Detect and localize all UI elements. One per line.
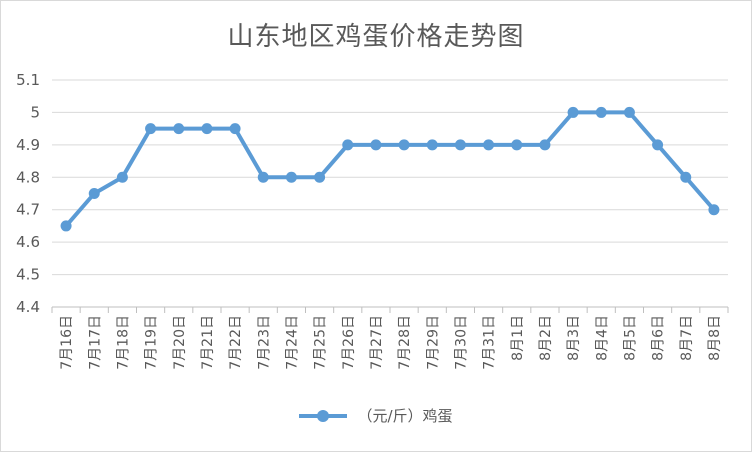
data-point: [680, 171, 692, 183]
legend-label: （元/斤）鸡蛋: [357, 407, 453, 425]
x-tick-label: 7月21日: [200, 315, 216, 370]
x-tick-label: 8月3日: [566, 315, 582, 361]
x-tick-label: 7月16日: [59, 315, 75, 370]
x-tick-label: 7月31日: [482, 315, 498, 370]
data-point: [229, 123, 241, 135]
data-point: [342, 139, 354, 151]
x-tick-label: 7月17日: [87, 315, 103, 370]
data-point: [426, 139, 438, 151]
data-point: [201, 123, 213, 135]
x-tick-label: 7月23日: [256, 315, 272, 370]
x-tick-label: 7月27日: [369, 315, 385, 370]
x-tick-label: 7月24日: [284, 315, 300, 370]
legend-marker: [299, 409, 348, 422]
x-tick-label: 8月7日: [679, 315, 695, 361]
x-tick-label: 7月18日: [115, 315, 131, 370]
legend: （元/斤）鸡蛋: [0, 405, 752, 426]
y-tick-label: 4.7: [16, 201, 40, 219]
y-tick-label: 5: [30, 103, 40, 121]
x-tick-label: 8月6日: [651, 315, 667, 361]
x-tick-label: 7月26日: [341, 315, 357, 370]
y-tick-label: 4.5: [16, 266, 40, 284]
data-point: [595, 106, 607, 118]
y-tick-label: 4.8: [16, 168, 40, 186]
data-point: [88, 188, 100, 199]
y-tick-label: 4.6: [16, 233, 40, 251]
x-tick-label: 7月20日: [172, 315, 188, 370]
series-line: [64, 110, 716, 228]
data-point: [370, 139, 382, 151]
y-tick-label: 5.1: [16, 71, 40, 89]
data-point: [257, 171, 269, 183]
data-point: [314, 171, 326, 183]
data-point: [652, 139, 664, 151]
data-point: [511, 139, 523, 151]
data-point: [567, 106, 579, 118]
x-tick-label: 8月8日: [707, 315, 723, 361]
x-tick-label: 7月30日: [453, 315, 469, 370]
data-point: [173, 123, 185, 135]
x-tick-label: 8月4日: [594, 315, 610, 361]
data-point: [454, 139, 466, 151]
data-point: [398, 139, 410, 151]
data-point: [539, 139, 551, 151]
data-point: [145, 123, 157, 135]
data-point: [285, 171, 297, 183]
x-tick-label: 7月25日: [313, 315, 329, 370]
x-tick-label: 7月22日: [228, 315, 244, 370]
data-point: [60, 220, 72, 232]
x-tick-label: 7月28日: [397, 315, 413, 370]
x-tick-label: 8月5日: [622, 315, 638, 361]
data-point: [116, 171, 128, 183]
y-tick-label: 4.4: [16, 298, 40, 316]
y-tick-label: 4.9: [16, 136, 40, 154]
x-tick-label: 7月29日: [425, 315, 441, 370]
data-point: [623, 106, 635, 118]
x-tick-label: 7月19日: [144, 315, 160, 370]
x-tick-label: 8月2日: [538, 315, 554, 361]
data-point: [483, 139, 495, 151]
data-point: [708, 204, 720, 216]
x-tick-label: 8月1日: [510, 315, 526, 361]
chart-title: 山东地区鸡蛋价格走势图: [227, 22, 525, 52]
